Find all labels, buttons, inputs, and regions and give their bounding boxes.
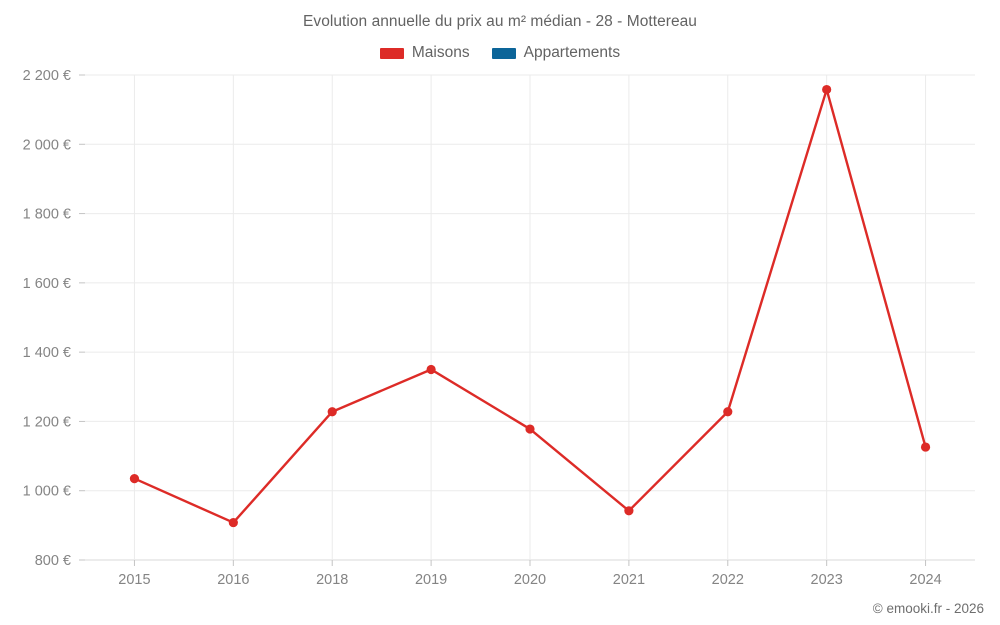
x-axis-tick-label: 2015	[118, 572, 150, 588]
x-axis-tick-label: 2018	[316, 572, 348, 588]
data-point[interactable]	[327, 407, 337, 417]
data-point[interactable]	[624, 506, 634, 516]
legend-swatch-maisons	[379, 47, 404, 59]
x-axis-tick-label: 2024	[909, 572, 941, 588]
data-point[interactable]	[228, 517, 238, 528]
y-axis-tick-label: 1 000 €	[23, 484, 71, 500]
y-axis-tick-label: 1 400 €	[23, 345, 71, 361]
copyright-credit: © emooki.fr - 2026	[872, 601, 984, 616]
x-axis-tick-label: 2022	[712, 572, 744, 588]
y-axis-tick-label: 1 200 €	[23, 414, 71, 430]
x-axis-tick-label: 2023	[811, 572, 843, 588]
legend-label-appartements: Appartements	[523, 44, 621, 61]
data-point[interactable]	[426, 364, 436, 375]
x-axis-tick-label: 2021	[613, 572, 645, 588]
x-axis-tick-label: 2016	[217, 572, 249, 588]
data-point[interactable]	[723, 407, 733, 417]
legend-item-appartements[interactable]: Appartements	[491, 44, 621, 62]
legend-swatch-appartements	[491, 47, 516, 59]
x-axis-tick-label: 2019	[415, 572, 447, 588]
data-point[interactable]	[822, 84, 832, 95]
chart-legend: Maisons Appartements	[0, 44, 1000, 62]
y-axis-tick-label: 2 200 €	[23, 68, 71, 84]
y-axis-tick-label: 2 000 €	[23, 137, 71, 153]
chart-title: Evolution annuelle du prix au m² médian …	[303, 13, 697, 30]
data-point[interactable]	[525, 424, 535, 434]
x-axis-tick-label: 2020	[514, 572, 546, 588]
legend-item-maisons[interactable]: Maisons	[379, 44, 470, 62]
y-axis-tick-label: 800 €	[35, 553, 71, 569]
data-point[interactable]	[920, 442, 931, 452]
y-axis-tick-label: 1 600 €	[23, 276, 71, 292]
y-axis-tick-label: 1 800 €	[23, 207, 71, 223]
data-point[interactable]	[129, 473, 140, 484]
legend-label-maisons: Maisons	[411, 44, 470, 61]
